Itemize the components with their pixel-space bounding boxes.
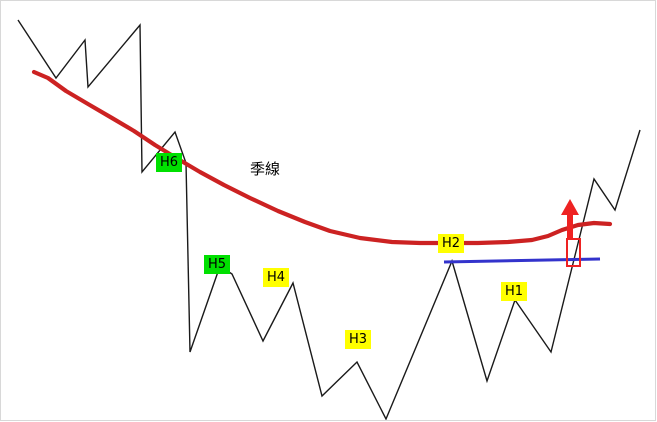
breakout-highlight-box [566,238,581,267]
marker-h6: H6 [156,153,183,172]
support-line [443,257,601,264]
marker-h1: H1 [501,282,528,301]
marker-h5: H5 [204,255,231,274]
marker-h3: H3 [345,330,372,349]
up-arrow-icon [561,199,579,240]
price-line [17,19,641,421]
moving-average-annotation: 季線 [250,160,281,178]
marker-h4: H4 [263,268,290,287]
moving-average-line [31,69,613,246]
marker-h2: H2 [438,234,465,253]
